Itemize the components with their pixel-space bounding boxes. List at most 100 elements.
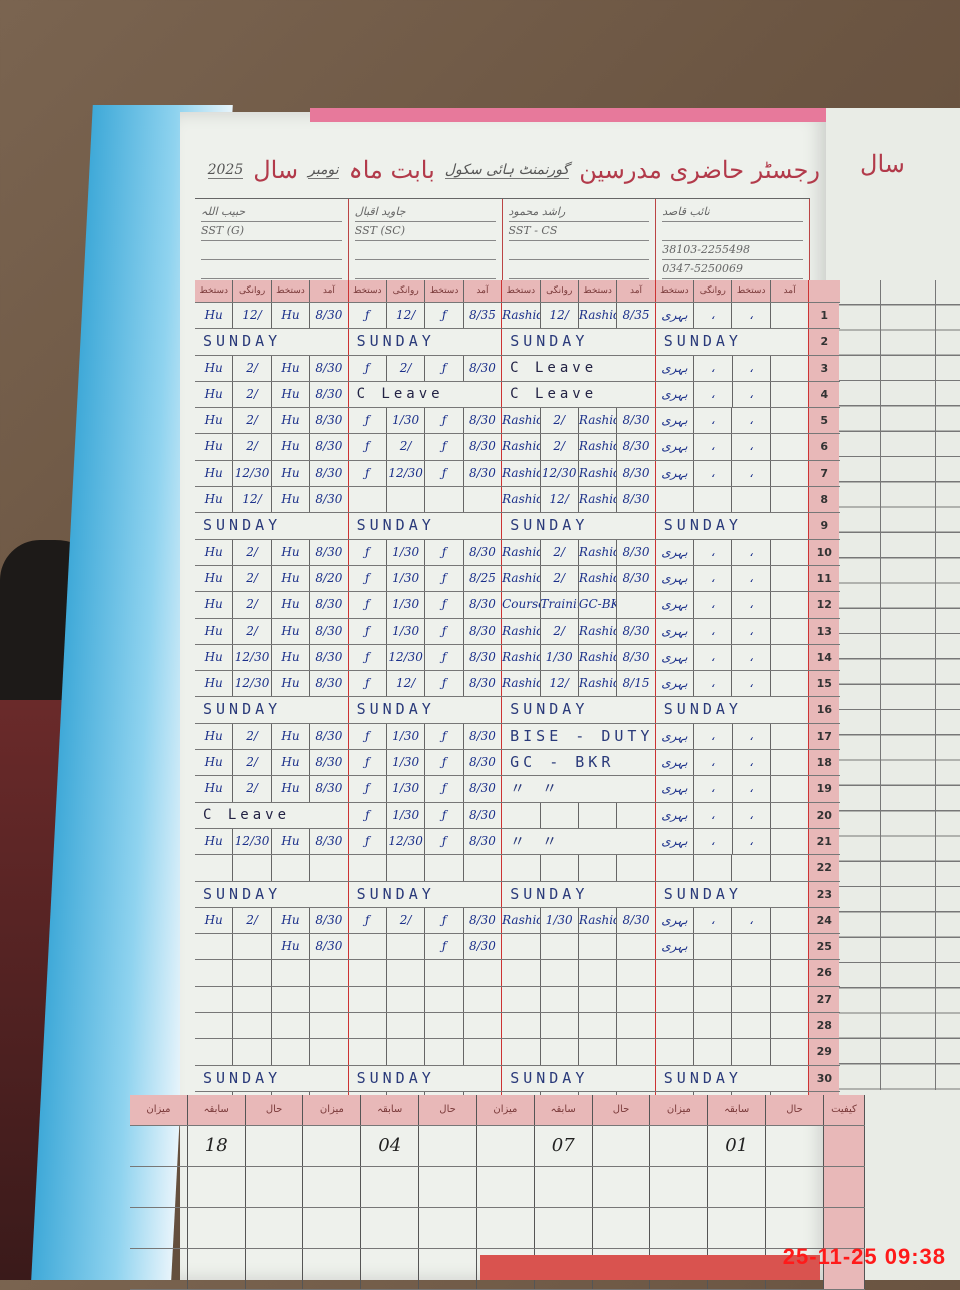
entry-cell: 12/ (233, 303, 272, 329)
entry-span: 〃 〃 (502, 828, 656, 855)
column-header-row: دستخط روانگی دستخط آمد دستخط روانگی دستخط آمد دس… (195, 280, 840, 303)
summary-value (130, 1126, 188, 1166)
entry-cell (233, 986, 272, 1013)
entry-cell: ƒ (349, 303, 387, 329)
entry-cell (464, 855, 503, 881)
entry-span: SUNDAY (656, 697, 810, 723)
entry-cell (579, 855, 618, 881)
table-row: 27 (195, 986, 840, 1014)
entry-cell (541, 986, 579, 1013)
entry-cell: ، (732, 907, 771, 934)
entry-cell: 8/30 (464, 460, 503, 487)
entry-cell: 2/ (541, 539, 579, 565)
entry-cell: 8/30 (617, 434, 656, 460)
page-edge-strip (310, 108, 830, 122)
entry-cell: ƒ (349, 776, 387, 802)
entry-cell: ، (732, 460, 771, 487)
entry-cell (349, 487, 387, 513)
teacher-name: حبیب اللہ (201, 203, 342, 222)
table-row: Hu 2/Hu 8/30 ƒ 1/30 ƒ 8/30 Rashid 2/Rashid 8/30 بہ… (195, 618, 840, 645)
summary-cell (303, 1167, 362, 1207)
entry-cell: 2/ (233, 750, 272, 776)
day-number: 15 (809, 671, 840, 697)
entry-span: SUNDAY (502, 697, 656, 723)
entry-cell (425, 855, 464, 881)
entry-cell: ƒ (425, 907, 464, 934)
entry-cell: Hu (195, 565, 234, 592)
entry-cell: 2/ (233, 408, 272, 434)
entry-cell: 2/ (541, 618, 579, 644)
entry-cell: Hu (272, 487, 311, 513)
entry-cell: ƒ (425, 434, 464, 460)
summary-cell (593, 1208, 651, 1248)
day-number: 2 (809, 329, 840, 355)
entry-cell: Rashid (502, 434, 541, 460)
entry-cell (425, 1039, 464, 1065)
right-page-lines (836, 280, 960, 1090)
entry-cell: Hu (272, 776, 311, 802)
entry-cell: بہری (656, 671, 695, 697)
entry-span: SUNDAY (195, 1065, 349, 1091)
entry-cell: 8/30 (310, 592, 349, 618)
entry-cell: ، (733, 750, 771, 776)
entry-cell: Hu (272, 434, 311, 460)
entry-cell (771, 355, 810, 381)
entry-cell: 1/30 (387, 723, 426, 750)
day-number: 21 (809, 828, 840, 855)
entry-cell (656, 855, 695, 881)
entry-cell: Hu (272, 618, 311, 644)
entry-cell: Rashid (502, 671, 541, 697)
summary-header: میزان (650, 1095, 709, 1125)
summary-value (593, 1126, 651, 1166)
entry-cell: Hu (195, 303, 234, 329)
entry-cell: Hu (272, 381, 311, 408)
teacher-designation: SST (SC) (354, 222, 496, 241)
table-row: Hu 2/Hu 8/30 ƒ 2/ƒ 8/30 C Leave بہری ، ، 3 (195, 355, 840, 382)
entry-cell: 2/ (233, 592, 272, 618)
entry-cell: 2/ (233, 434, 272, 460)
entry-cell: 12/30 (233, 828, 272, 855)
day-number: 26 (809, 960, 840, 986)
entry-cell (732, 986, 771, 1013)
day-number: 25 (809, 934, 840, 960)
column-header: دستخط (502, 280, 541, 302)
right-page-year-label: سال (860, 150, 905, 178)
entry-cell: ، (694, 408, 733, 434)
summary-cell (246, 1167, 304, 1207)
entry-cell: ، (732, 671, 771, 697)
table-row: Hu 2/Hu 8/30 ƒ 1/30 ƒ 8/30 Rashid 2/Rashid 8/30 بہ… (195, 539, 840, 566)
day-number: 6 (809, 434, 840, 460)
right-page-column-line (880, 280, 881, 1090)
entry-cell (617, 592, 656, 618)
entry-cell: Rashid (579, 408, 618, 434)
teacher-extra2: 0347-5250069 (662, 260, 803, 279)
entry-cell: ƒ (425, 723, 464, 750)
entry-cell (617, 986, 656, 1013)
entry-cell (541, 960, 579, 986)
entry-cell: 8/30 (464, 355, 503, 381)
entry-cell: Rashid (579, 539, 618, 565)
summary-side-label: کیفیت (823, 1095, 865, 1125)
entry-cell (502, 934, 541, 960)
entry-cell: Hu (272, 934, 311, 960)
entry-cell: ، (732, 539, 771, 565)
summary-header-row: میزان سابقہ حال میزان سابقہ حال میزان سابقہ حال م… (130, 1095, 865, 1126)
entry-cell: 8/30 (464, 802, 503, 828)
entry-span: SUNDAY (195, 697, 349, 723)
summary-cell (130, 1208, 188, 1248)
teacher-block: حبیب اللہ SST (G) (195, 199, 349, 281)
entry-cell: Hu (272, 303, 311, 329)
entry-cell: Hu (195, 460, 234, 487)
summary-header: سابقہ (535, 1095, 593, 1125)
entry-cell: 8/20 (310, 565, 349, 592)
entry-cell (771, 750, 810, 776)
entry-cell: 8/30 (310, 750, 349, 776)
entry-cell: 8/25 (464, 565, 503, 592)
entry-cell: 8/30 (310, 355, 349, 381)
summary-value (419, 1126, 477, 1166)
entry-cell: بہری (656, 644, 695, 671)
entry-cell: Hu (195, 828, 234, 855)
entry-cell (579, 960, 618, 986)
entry-cell: 2/ (233, 776, 272, 802)
table-row: Hu2/Hu8/30ƒ1/30ƒ8/30CourseTrainingGC-BKR… (195, 592, 840, 619)
